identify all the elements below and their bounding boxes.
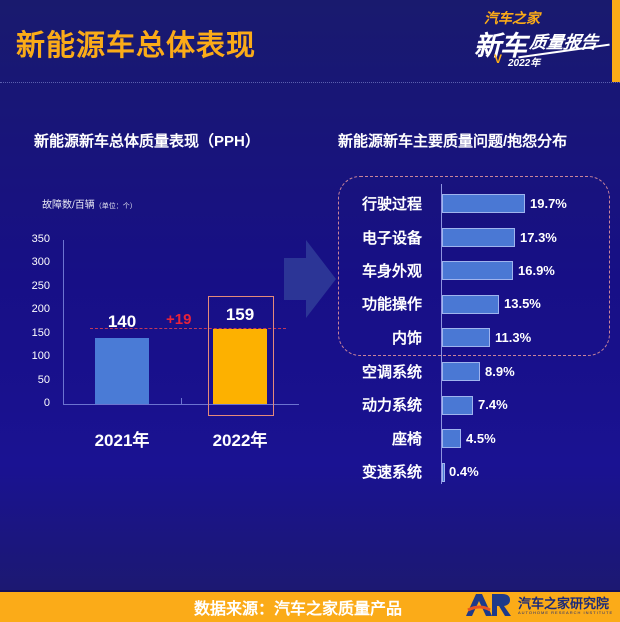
category-label: 功能操作 [361,296,422,313]
category-bar [442,194,525,213]
x-axis [63,404,299,405]
category-value: 11.3% [495,330,532,345]
category-bar [442,295,499,314]
logo-line-big: 新车 [474,31,527,61]
report-logo: 汽车之家 新车 质量报告 V 2022年 [474,6,612,72]
category-bar [442,362,480,381]
x-label-2022: 2022年 [212,431,268,450]
category-label: 行驶过程 [361,196,422,213]
category-value: 19.7% [530,196,567,211]
logo-year: 2022年 [508,58,541,69]
category-label: 座椅 [391,431,422,448]
y-axis-label: 故障数/百辆（单位：个） [42,196,137,211]
arrow-right-icon [284,240,336,318]
y-axis [63,240,64,405]
page-title: 新能源车总体表现 [16,30,257,62]
institute-name: 汽车之家研究院 [518,596,610,611]
y-axis-label-text: 故障数/百辆 [42,200,95,211]
y-tick: 150 [31,327,50,339]
category-label: 变速系统 [361,464,422,481]
category-label: 车身外观 [361,263,422,280]
category-value: 4.5% [466,431,496,446]
bar-axis [441,184,442,484]
footer-bar [0,590,620,622]
y-tick: 350 [31,233,50,245]
x-tick [181,398,182,404]
y-tick: 0 [43,397,50,409]
category-bar [442,463,445,482]
institute-name-en: AUTOHOME RESEARCH INSTITUTE [518,610,614,615]
bar-2022 [213,329,267,404]
bar-value-2022: 159 [225,305,255,324]
y-tick: 100 [31,350,50,362]
category-bar [442,396,473,415]
category-bar [442,261,513,280]
y-tick: 50 [37,374,50,386]
category-bar [442,429,461,448]
logo-check-icon: V [494,52,503,66]
y-tick: 250 [31,280,50,292]
y-tick: 200 [31,303,50,315]
top5-highlight-box [338,176,610,356]
left-chart-title: 新能源新车总体质量表现（PPH） [34,133,260,150]
logo-brand: 汽车之家 [484,10,540,26]
category-value: 16.9% [518,263,555,278]
bar-value-2021: 140 [107,312,137,331]
category-value: 7.4% [478,397,508,412]
ar-logo-icon [466,594,511,616]
category-label: 空调系统 [361,364,422,381]
y-axis-unit: （单位：个） [94,203,137,210]
y-tick: 300 [31,256,50,268]
category-value: 0.4% [449,464,479,479]
category-value: 13.5% [504,296,541,311]
category-bar [442,228,515,247]
category-label: 内饰 [391,330,422,347]
category-value: 8.9% [485,364,515,379]
highlight-box [208,296,274,416]
category-bar [442,328,490,347]
category-label: 动力系统 [361,397,422,414]
x-label-2021: 2021年 [94,431,150,450]
category-value: 17.3% [520,230,557,245]
bar-2021 [95,338,149,404]
header-divider [0,82,620,83]
right-chart-title: 新能源新车主要质量问题/抱怨分布 [338,133,568,150]
data-source: 数据来源：汽车之家质量产品 [194,601,403,618]
category-label: 电子设备 [361,230,422,247]
reference-line [90,328,286,329]
delta-label: +19 [166,311,192,328]
accent-stripe [612,0,620,82]
